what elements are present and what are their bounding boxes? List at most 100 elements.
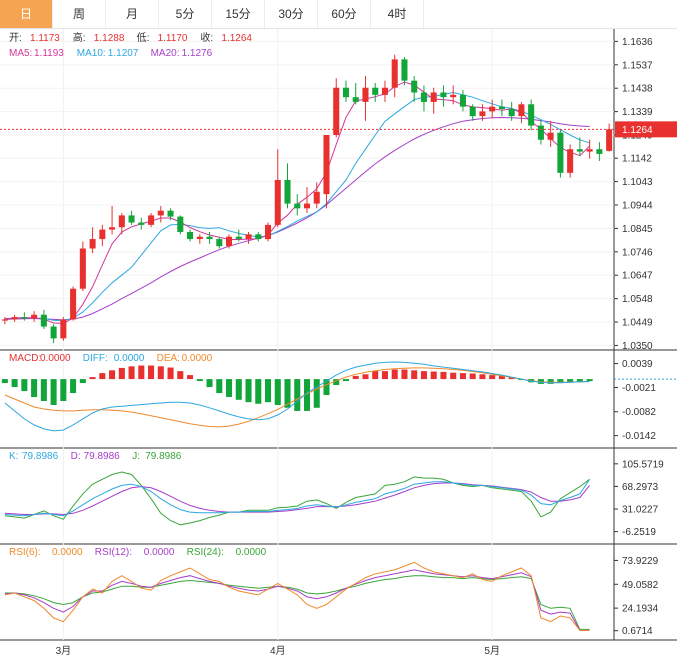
candle-body — [167, 210, 174, 217]
kdj-j-line — [4, 471, 590, 526]
macd-bar — [177, 371, 184, 380]
macd-bar — [40, 379, 47, 401]
dea-line — [4, 367, 590, 428]
candle-body — [216, 239, 223, 247]
candle-body — [323, 135, 330, 195]
price-tick-label: 1.0845 — [622, 224, 653, 235]
candle-body — [303, 203, 311, 209]
macd-bar — [167, 367, 174, 380]
macd-legend-label: DEA: — [157, 353, 180, 364]
macd-bar — [508, 377, 515, 380]
macd-bar — [31, 379, 38, 398]
ma-legend-label: MA5: — [9, 48, 32, 59]
macd-bar — [148, 365, 155, 380]
price-tick-label: 1.0746 — [622, 247, 653, 258]
tab-3[interactable]: 5分 — [159, 0, 212, 28]
kdj-legend-value: 79.8986 — [84, 451, 121, 462]
macd-bar — [235, 379, 242, 400]
diff-line — [4, 361, 590, 432]
candle-body — [138, 222, 145, 225]
macd-bar — [264, 379, 272, 403]
candle-body — [459, 94, 466, 107]
macd-bar — [21, 379, 28, 392]
macd-bar — [294, 379, 301, 411]
tab-2[interactable]: 月 — [106, 0, 159, 28]
macd-tick-label: -0.0082 — [622, 407, 656, 418]
candle-body — [479, 111, 486, 117]
tab-6[interactable]: 60分 — [318, 0, 371, 28]
candle-body — [518, 104, 525, 117]
candle-body — [313, 191, 320, 204]
candle-body — [440, 92, 447, 98]
ma-legend-value: 1.1193 — [34, 48, 64, 59]
candle-body — [148, 215, 155, 225]
candle-body — [450, 94, 457, 98]
candle-body — [284, 179, 291, 204]
candle-body — [50, 326, 57, 339]
candle-body — [362, 87, 369, 102]
candle-body — [391, 59, 398, 88]
ma-legend-value: 1.1276 — [182, 48, 213, 59]
price-tick-label: 1.0944 — [622, 201, 653, 212]
candle-body — [206, 236, 213, 240]
candle-body — [489, 106, 496, 112]
rsi24-line — [4, 575, 590, 630]
macd-bar — [440, 371, 447, 380]
price-tick-label: 1.0350 — [622, 341, 653, 352]
candle-body — [1, 319, 8, 321]
candle-body — [576, 149, 583, 152]
ohlc-value: 1.1264 — [221, 33, 252, 44]
candle-body — [99, 229, 106, 240]
ma-legend-label: MA20: — [151, 48, 180, 59]
ohlc-label: 高: — [73, 31, 86, 44]
kdj-d-line — [4, 482, 590, 516]
price-tick-label: 1.0548 — [622, 294, 653, 305]
candle-body — [294, 203, 301, 209]
candle-body — [79, 248, 86, 289]
tab-5[interactable]: 30分 — [265, 0, 318, 28]
ohlc-label: 低: — [137, 31, 150, 44]
candle-body — [372, 87, 379, 95]
tab-4[interactable]: 15分 — [212, 0, 265, 28]
tab-7[interactable]: 4时 — [371, 0, 424, 28]
candle-body — [196, 236, 203, 240]
macd-bar — [469, 373, 476, 380]
macd-bar — [372, 371, 379, 380]
macd-bar — [245, 379, 252, 403]
candle-body — [401, 59, 408, 81]
candle-body — [118, 215, 125, 228]
macd-bar — [323, 379, 330, 396]
x-axis-label: 5月 — [484, 645, 500, 657]
macd-bar — [489, 375, 496, 380]
macd-bar — [196, 379, 203, 382]
candle-body — [606, 129, 613, 151]
tab-1[interactable]: 周 — [53, 0, 106, 28]
candle-body — [274, 179, 281, 225]
macd-bar — [352, 375, 359, 380]
ma20-line — [4, 116, 590, 321]
tab-0[interactable]: 日 — [0, 0, 53, 28]
macd-bar — [498, 375, 505, 380]
macd-bar — [547, 379, 554, 384]
candle-body — [11, 317, 18, 320]
macd-tick-label: 0.0039 — [622, 359, 653, 370]
kdj-legend-label: J: — [132, 451, 140, 462]
candle-body — [557, 132, 564, 173]
candle-body — [469, 106, 476, 117]
macd-bar — [128, 366, 135, 380]
candle-body — [245, 234, 252, 240]
candle-body — [381, 87, 388, 95]
candle-body — [109, 227, 116, 230]
macd-bar — [401, 369, 408, 380]
macd-tick-label: -0.0021 — [622, 383, 656, 394]
candle-body — [70, 288, 77, 320]
candle-body — [430, 92, 437, 102]
candle-body — [264, 224, 272, 240]
macd-bar — [381, 371, 388, 380]
candle-body — [89, 239, 96, 249]
macd-bar — [50, 379, 57, 405]
price-tick-label: 1.0647 — [622, 271, 653, 282]
macd-bar — [226, 379, 233, 398]
kdj-legend-value: 79.8986 — [22, 451, 59, 462]
